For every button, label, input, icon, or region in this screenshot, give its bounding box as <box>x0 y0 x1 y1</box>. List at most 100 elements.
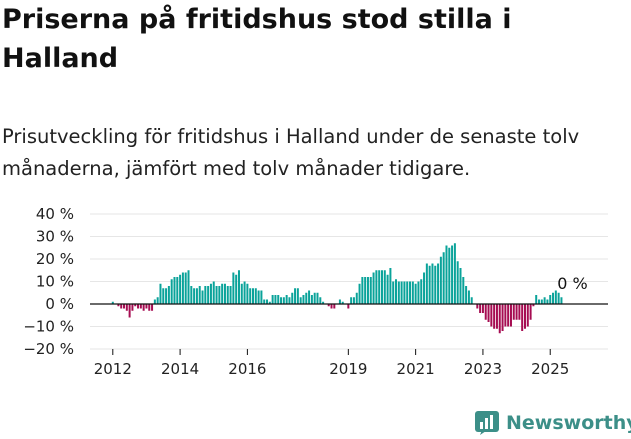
bar <box>459 268 462 304</box>
bar <box>431 263 434 304</box>
bar <box>504 304 507 327</box>
bar <box>173 277 176 304</box>
bar <box>479 304 482 313</box>
bar <box>145 304 148 309</box>
bar <box>249 288 252 304</box>
bar <box>322 301 325 304</box>
bar <box>285 295 288 304</box>
bar <box>361 277 364 304</box>
bar <box>167 286 170 304</box>
y-tick-label: 30 % <box>36 228 74 246</box>
bar <box>409 281 412 304</box>
bar <box>246 283 249 304</box>
bar <box>428 265 431 304</box>
bar <box>243 281 246 304</box>
bar <box>226 286 229 304</box>
bar <box>338 299 341 304</box>
bar <box>310 295 313 304</box>
bar <box>142 304 145 311</box>
bar <box>518 304 521 320</box>
bar <box>442 252 445 304</box>
bar <box>549 295 552 304</box>
bar <box>176 277 179 304</box>
x-tick-label: 2023 <box>464 360 502 378</box>
bar <box>448 247 451 304</box>
bar <box>523 304 526 329</box>
bar <box>254 288 257 304</box>
chart-subtitle: Prisutveckling för fritidshus i Halland … <box>2 125 580 180</box>
y-axis-tick-labels: −20 % −10 % 0 % 10 % 20 % 30 % 40 % <box>23 205 74 358</box>
bar <box>493 304 496 329</box>
bar <box>299 297 302 304</box>
bar <box>546 299 549 304</box>
bars <box>111 243 563 334</box>
bar <box>535 295 538 304</box>
bar <box>406 281 409 304</box>
bar <box>552 292 555 304</box>
bar <box>271 295 274 304</box>
y-tick-label: 0 % <box>45 295 74 313</box>
bar <box>162 288 165 304</box>
bar <box>201 290 204 304</box>
bar <box>327 304 330 307</box>
x-tick-label: 2025 <box>531 360 569 378</box>
bar <box>153 299 156 304</box>
bar <box>423 272 426 304</box>
bar <box>302 295 305 304</box>
bar <box>411 281 414 304</box>
bar <box>397 281 400 304</box>
bar <box>557 292 560 304</box>
bar <box>156 297 159 304</box>
bar <box>184 272 187 304</box>
bar <box>125 304 128 311</box>
bar <box>137 304 140 309</box>
bar <box>372 272 375 304</box>
bar <box>462 277 465 304</box>
bar <box>252 288 254 304</box>
bar <box>364 277 367 304</box>
bar <box>193 288 196 304</box>
bar <box>131 304 134 311</box>
bar <box>215 286 218 304</box>
bar <box>417 281 420 304</box>
last-value-label: 0 % <box>557 274 587 293</box>
x-tick-label: 2021 <box>397 360 435 378</box>
bar <box>294 288 297 304</box>
bar <box>509 304 512 327</box>
bar <box>453 243 456 304</box>
bar <box>501 304 504 331</box>
bar <box>207 286 210 304</box>
bar <box>296 288 299 304</box>
bar <box>445 245 448 304</box>
bar <box>414 283 417 304</box>
x-tick-label: 2012 <box>94 360 132 378</box>
bar <box>333 304 336 309</box>
bar <box>389 268 392 304</box>
bar <box>237 270 240 304</box>
bar <box>386 274 389 304</box>
bar <box>232 272 235 304</box>
bar <box>352 297 355 304</box>
y-tick-label: −10 % <box>23 318 74 336</box>
bar <box>308 290 311 304</box>
bar <box>400 281 403 304</box>
bar <box>277 295 280 304</box>
bar <box>195 288 198 304</box>
bar <box>420 279 423 304</box>
bar <box>282 297 285 304</box>
bar <box>257 290 260 304</box>
bar <box>498 304 501 334</box>
bar <box>274 295 277 304</box>
x-tick-label: 2014 <box>161 360 199 378</box>
bar <box>316 292 319 304</box>
bar <box>456 261 459 304</box>
newsworthy-chart-logo-icon <box>475 411 499 435</box>
bar <box>355 292 358 304</box>
bar <box>521 304 524 331</box>
bar <box>148 304 151 311</box>
bar <box>465 286 468 304</box>
bar <box>221 283 224 304</box>
bar <box>212 281 215 304</box>
bar <box>165 288 168 304</box>
bar <box>484 304 487 320</box>
